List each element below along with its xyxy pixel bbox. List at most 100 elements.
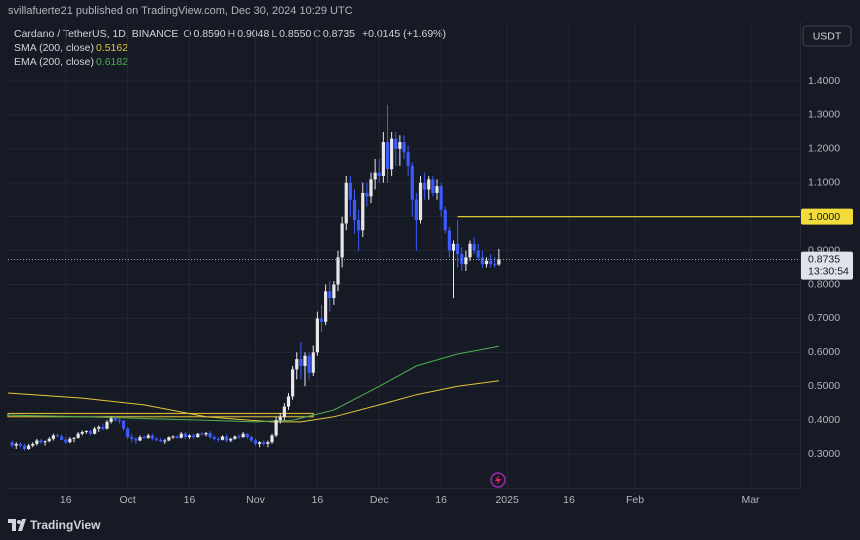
- candle-body: [163, 440, 167, 442]
- candle-body: [315, 318, 319, 353]
- candle-body: [427, 179, 431, 190]
- candle-body: [328, 291, 332, 299]
- indicator-line: [7, 380, 499, 423]
- events-bolt: [495, 475, 501, 485]
- candle-body: [464, 257, 468, 265]
- ohlc-key: O: [183, 28, 192, 40]
- candle-body: [385, 142, 390, 170]
- candle-body: [216, 438, 220, 440]
- candle-body: [39, 440, 43, 443]
- indicator-name: EMA (200, close): [14, 56, 94, 68]
- candle-body: [105, 421, 109, 429]
- countdown: 13:30:54: [808, 265, 849, 277]
- candle-body: [303, 355, 307, 366]
- ohlc-key: L: [271, 28, 278, 40]
- candle-body: [381, 142, 385, 176]
- ohlc-value: 0.8550: [279, 28, 312, 40]
- indicator-row: EMA (200, close) 0.6182: [14, 56, 130, 68]
- x-tick-label: 16: [60, 494, 72, 506]
- candle-body: [365, 192, 369, 197]
- candle-body: [35, 440, 39, 444]
- ohlc-value: 0.8590: [193, 28, 226, 40]
- candle-body: [311, 352, 315, 373]
- y-tick-label: 1.1000: [808, 177, 840, 189]
- candle-body: [84, 431, 88, 433]
- candle-body: [126, 428, 130, 438]
- candle-body: [51, 435, 55, 439]
- candle-body: [439, 186, 443, 210]
- candle-body: [18, 443, 22, 446]
- y-tick-label: 0.6000: [808, 346, 840, 358]
- candle-body: [344, 182, 348, 224]
- y-tick-label: 1.4000: [808, 75, 840, 87]
- candle-body: [286, 396, 291, 407]
- symbol-legend: Cardano / TetherUS, 1D, BINANCE O 0.8590 H…: [14, 28, 448, 40]
- candle-body: [253, 440, 258, 444]
- last-price-tag: [801, 251, 853, 280]
- brand-name: TradingView: [30, 518, 101, 532]
- candle-body: [241, 433, 245, 438]
- candle-body: [468, 243, 472, 258]
- candle-body: [43, 441, 47, 443]
- candle-body: [431, 179, 435, 193]
- change: +0.0145 (+1.69%): [361, 28, 446, 40]
- indicator-value: 0.6182: [95, 56, 129, 68]
- candle-body: [159, 439, 163, 442]
- candle-body: [72, 437, 76, 439]
- candle-body: [200, 433, 204, 435]
- y-tick-label: 0.7000: [808, 312, 840, 324]
- candle-body: [410, 165, 414, 200]
- candle-body: [398, 142, 402, 149]
- candle-body: [390, 138, 394, 170]
- candle-body: [146, 435, 150, 438]
- candle-body: [225, 436, 229, 441]
- candle-body: [369, 179, 373, 197]
- indicator-row: SMA (200, close) 0.5162: [14, 42, 130, 54]
- candle-body: [443, 209, 447, 231]
- candle-body: [319, 318, 324, 322]
- candle-body: [237, 436, 241, 438]
- candle-body: [142, 437, 146, 439]
- y-tick-label: 0.8000: [808, 278, 840, 290]
- currency-box[interactable]: [802, 25, 852, 47]
- candle-body: [47, 438, 51, 442]
- candle-body: [324, 291, 328, 322]
- candle-body: [55, 435, 60, 437]
- candle-body: [456, 243, 460, 254]
- y-tick-label: 0.3000: [808, 448, 840, 460]
- candle-body: [208, 433, 212, 438]
- candle-body: [480, 257, 484, 265]
- indicator-name: SMA (200, close): [14, 42, 94, 54]
- candle-body: [10, 442, 14, 446]
- candle-body: [274, 420, 278, 436]
- candle-body: [414, 199, 418, 221]
- candle-body: [295, 359, 299, 370]
- candle-body: [348, 182, 352, 200]
- candle-body: [68, 438, 72, 443]
- indicator-line: [7, 345, 499, 423]
- candle-body: [278, 416, 282, 421]
- candle-body: [282, 406, 286, 417]
- candle-body: [373, 172, 377, 180]
- candle-body: [352, 199, 357, 221]
- candle-body: [171, 436, 175, 438]
- candle-body: [233, 436, 237, 439]
- candle-body: [340, 223, 344, 258]
- candle-body: [93, 428, 97, 434]
- candle-body: [64, 439, 68, 443]
- candle-body: [109, 418, 113, 422]
- axis-border: [800, 22, 801, 488]
- candle-body: [472, 243, 476, 251]
- last-price-label: 0.8735: [808, 253, 840, 265]
- candle-body: [245, 433, 249, 438]
- events-icon[interactable]: [490, 472, 506, 488]
- candle-body: [336, 257, 340, 285]
- candle-body: [14, 443, 18, 446]
- level-label: 1.0000: [808, 211, 840, 223]
- candle-body: [204, 433, 208, 435]
- candle-body: [229, 438, 233, 441]
- chart: USDT 0.3000 0.4000 0.5000 0.6000 0.7000 0.800…: [7, 22, 853, 506]
- candle-body: [489, 260, 493, 265]
